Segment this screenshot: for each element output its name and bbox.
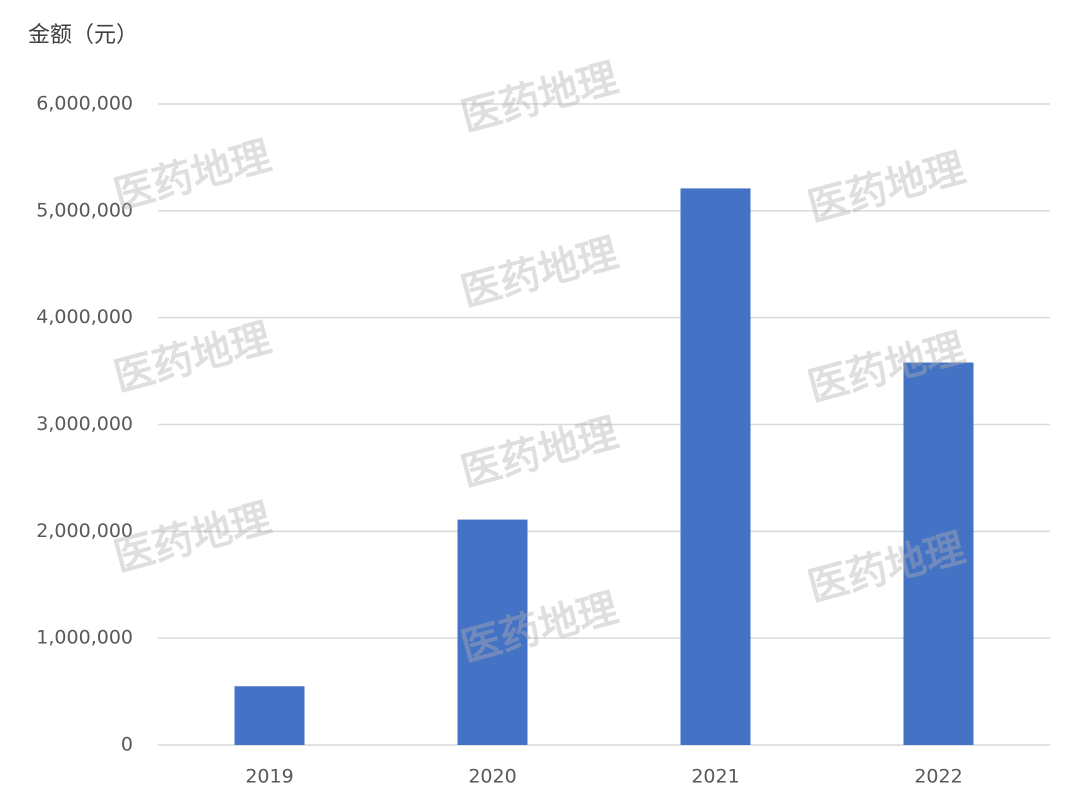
y-tick-label: 5,000,000 [36,199,133,221]
watermark: 医药地理 [109,315,275,401]
y-tick-label: 2,000,000 [36,520,133,542]
y-tick-label: 6,000,000 [36,93,133,115]
x-tick-label: 2022 [914,766,962,788]
bar [680,188,751,746]
x-tick-label: 2020 [468,766,516,788]
x-tick-label: 2021 [691,766,739,788]
bar [234,686,305,745]
watermark: 医药地理 [456,55,622,141]
chart-title: 金额（元） [28,23,138,48]
y-tick-label: 4,000,000 [36,306,133,328]
bar [903,362,974,745]
y-tick-label: 1,000,000 [36,627,133,649]
y-tick-label: 3,000,000 [36,413,133,435]
x-tick-label: 2019 [245,766,293,788]
bar [457,519,528,745]
y-tick-label: 0 [121,734,133,756]
watermark: 医药地理 [803,145,969,231]
watermark: 医药地理 [109,133,275,219]
watermark: 医药地理 [109,495,275,581]
watermark: 医药地理 [456,230,622,316]
watermark: 医药地理 [456,410,622,496]
